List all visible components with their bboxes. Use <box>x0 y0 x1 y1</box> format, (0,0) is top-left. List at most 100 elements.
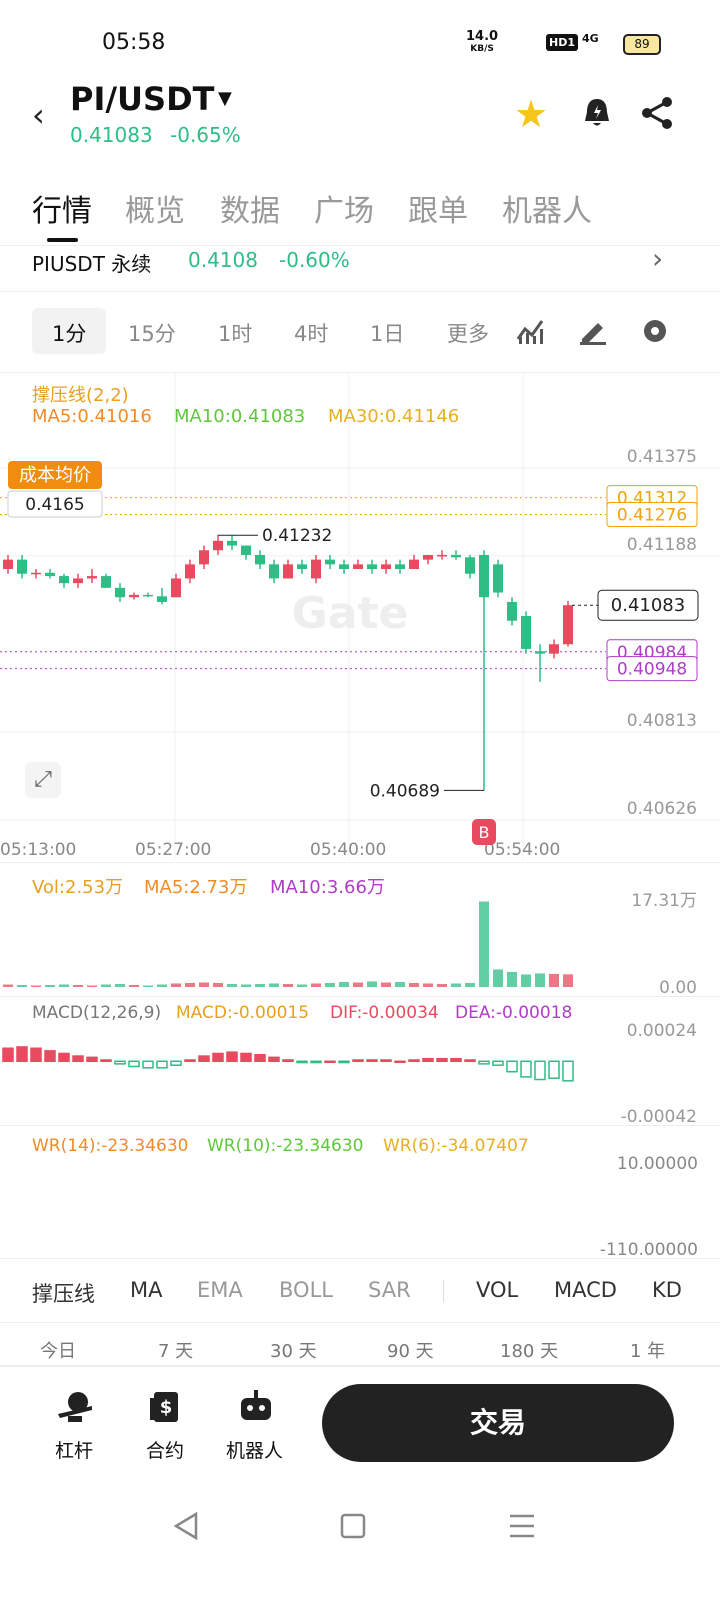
period-tab[interactable]: 90 天 <box>387 1341 434 1362</box>
candle-body <box>409 559 419 570</box>
candle-body <box>465 557 475 574</box>
interval[interactable]: 更多 <box>447 322 489 346</box>
tab[interactable]: 行情 <box>32 194 92 229</box>
candle-body <box>171 578 181 598</box>
volume-bar <box>171 983 181 987</box>
indicator-tab[interactable]: KD <box>652 1278 682 1302</box>
tab[interactable]: 数据 <box>220 194 280 229</box>
candle-body <box>367 564 377 570</box>
interval[interactable]: 15分 <box>128 322 176 346</box>
candle-body <box>143 594 153 597</box>
period-tab[interactable]: 今日 <box>40 1341 76 1362</box>
pair-title[interactable]: PI/USDT <box>70 80 215 118</box>
separator <box>443 1280 444 1302</box>
indicator-tab[interactable]: EMA <box>197 1278 243 1302</box>
fullscreen-button[interactable]: ⤢ <box>25 762 61 798</box>
period-tab[interactable]: 7 天 <box>158 1341 194 1362</box>
volume-bar <box>535 973 545 987</box>
candle-body <box>101 576 111 588</box>
leverage-icon[interactable] <box>56 1390 94 1424</box>
candle-body <box>255 554 265 565</box>
back-button[interactable]: ‹ <box>32 96 45 134</box>
draw-icon[interactable] <box>578 317 608 345</box>
nav-back[interactable] <box>173 1511 198 1541</box>
settings-icon[interactable] <box>641 317 669 345</box>
macd-legend-item: DEA:-0.00018 <box>455 1003 573 1023</box>
current-price-box <box>597 589 699 621</box>
indicator-tab[interactable]: BOLL <box>279 1278 333 1302</box>
net-speed-value: 14.0 <box>466 29 499 44</box>
tab[interactable]: 广场 <box>314 194 374 229</box>
contract-icon[interactable]: $ <box>148 1390 182 1424</box>
period-tab[interactable]: 30 天 <box>270 1341 317 1362</box>
buy-marker-bg <box>472 819 496 845</box>
candle-body <box>549 644 559 654</box>
candle-body <box>437 554 447 557</box>
divider <box>0 1258 720 1259</box>
indicator-tab[interactable]: SAR <box>368 1278 411 1302</box>
cost-box <box>7 490 103 518</box>
divider <box>0 996 720 997</box>
perp-price: 0.4108 <box>188 248 258 272</box>
bottom-nav-label[interactable]: 杠杆 <box>55 1440 94 1462</box>
nav-home[interactable] <box>340 1513 366 1539</box>
tab[interactable]: 跟单 <box>408 194 468 229</box>
favorite-star[interactable]: ★ <box>514 92 549 136</box>
alert-bell[interactable] <box>580 96 614 130</box>
pair-dropdown[interactable]: ▼ <box>218 88 232 109</box>
volume-bar <box>213 982 223 987</box>
macd-bar <box>226 1051 238 1063</box>
indicator-tab[interactable]: 撑压线 <box>32 1282 95 1306</box>
bottom-nav-label[interactable]: 合约 <box>146 1440 185 1462</box>
period-tab[interactable]: 180 天 <box>500 1341 559 1362</box>
macd-bar <box>450 1057 462 1063</box>
macd-bar <box>114 1060 126 1065</box>
candle-body <box>563 605 573 645</box>
macd-tick-label: 0.00024 <box>627 1021 697 1041</box>
indicator-tab[interactable]: MACD <box>554 1278 617 1302</box>
period-tab[interactable]: 1 年 <box>630 1341 666 1362</box>
interval[interactable]: 4时 <box>294 322 329 346</box>
trade-button[interactable]: 交易 <box>322 1384 674 1462</box>
wr-legend-item: WR(10):-23.34630 <box>207 1136 364 1156</box>
macd-bar <box>58 1052 70 1063</box>
price-line-box <box>606 502 698 528</box>
macd-bar <box>422 1057 434 1063</box>
candle-body <box>87 576 97 579</box>
y-tick-label: 0.40813 <box>627 711 697 731</box>
tab[interactable]: 概览 <box>125 194 185 229</box>
macd-bar <box>254 1054 266 1063</box>
interval[interactable]: 1日 <box>370 322 405 346</box>
tab[interactable]: 机器人 <box>502 194 592 229</box>
macd-bar <box>44 1050 56 1063</box>
watermark: Gate <box>292 588 409 639</box>
macd-bar <box>240 1052 252 1063</box>
volume-bar <box>73 984 83 987</box>
candle-body <box>451 554 461 558</box>
indicator-icon[interactable] <box>516 317 546 345</box>
candle-body <box>395 564 405 570</box>
volume-bar <box>115 983 125 987</box>
macd-bar <box>338 1060 350 1064</box>
volume-bar <box>395 981 405 987</box>
indicator-tab[interactable]: MA <box>130 1278 163 1302</box>
candle-body <box>115 587 125 598</box>
macd-bar <box>352 1059 364 1063</box>
y-tick-label: 0.40626 <box>627 799 697 819</box>
indicator-tab[interactable]: VOL <box>476 1278 519 1302</box>
share-button[interactable] <box>641 96 675 130</box>
hd-icon: HD1 <box>546 34 578 51</box>
interval[interactable]: 1分 <box>52 322 87 346</box>
interval[interactable]: 1时 <box>218 322 253 346</box>
bottom-nav-label[interactable]: 机器人 <box>226 1440 284 1462</box>
volume-legend-item: MA10:3.66万 <box>270 877 385 898</box>
perp-name[interactable]: PIUSDT 永续 <box>32 252 152 276</box>
volume-bar <box>31 985 41 987</box>
candle-body <box>339 564 349 570</box>
volume-legend-item: MA5:2.73万 <box>144 877 248 898</box>
macd-bar <box>86 1056 98 1063</box>
robot-icon[interactable] <box>238 1388 274 1424</box>
perp-chevron[interactable]: › <box>652 242 664 275</box>
nav-menu[interactable] <box>510 1514 534 1538</box>
sr-legend: 撑压线(2,2) <box>32 385 129 406</box>
